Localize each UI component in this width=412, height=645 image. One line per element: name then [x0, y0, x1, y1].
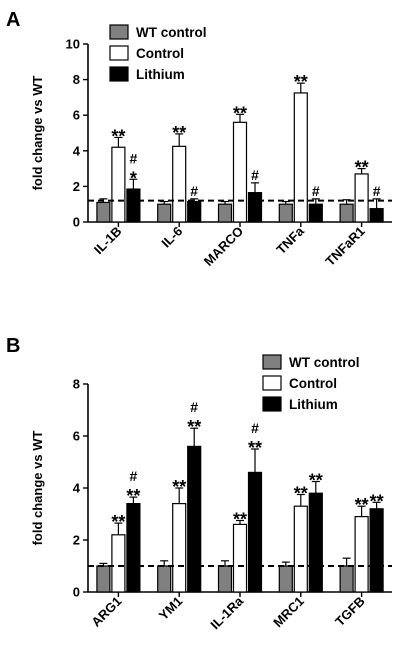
panel-a: A 0 2 4 6 8 10 fold change vs WT IL-1B IL-6 MARCO T… [6, 9, 392, 269]
legend-label: Control [289, 376, 337, 391]
bar [293, 92, 308, 223]
significance-hash: # [190, 399, 198, 415]
bar [217, 565, 233, 593]
significance-stars: ** [309, 471, 323, 491]
significance-stars: ** [355, 495, 369, 515]
bar [339, 203, 354, 223]
significance-hash: # [373, 183, 381, 199]
legend-swatch [109, 24, 129, 40]
bar [126, 503, 141, 593]
significance-stars: ** [294, 72, 308, 92]
significance-stars: ** [111, 126, 125, 146]
y-tick-label: 0 [73, 215, 80, 230]
bar [217, 203, 233, 223]
legend-swatch [262, 396, 282, 412]
significance-stars: ** [370, 491, 384, 511]
legend-label: WT control [136, 25, 207, 40]
significance-stars: ** [294, 484, 308, 504]
bar [293, 505, 308, 593]
significance-stars: ** [355, 158, 369, 178]
legend-label: Lithium [289, 397, 338, 412]
significance-stars: ** [233, 510, 247, 530]
bar [111, 534, 126, 593]
significance-hash: # [190, 183, 198, 199]
significance-stars: ** [233, 103, 247, 123]
bar [369, 508, 384, 593]
legend-label: Lithium [136, 67, 185, 82]
significance-stars: ** [187, 417, 201, 437]
bar [172, 503, 187, 593]
legend-swatch [109, 45, 129, 61]
legend-swatch [109, 66, 129, 82]
significance-stars: * [130, 168, 137, 188]
bar [354, 515, 369, 593]
significance-hash: # [312, 183, 320, 199]
bar [157, 565, 172, 593]
bar [308, 492, 323, 593]
y-tick-label: 4 [73, 481, 81, 496]
bar [278, 203, 293, 223]
significance-stars: ** [248, 438, 262, 458]
bar [96, 565, 111, 593]
y-tick-label: 8 [73, 72, 80, 87]
panel-b: B 0 2 4 6 8 fold change vs WT ARG1 YM1 IL-1Ra MRC1… [6, 335, 392, 632]
x-tick-label: MRC1 [270, 594, 307, 631]
bar [157, 203, 172, 223]
y-tick-label: 6 [73, 429, 80, 444]
significance-hash: # [130, 468, 138, 484]
bar [232, 121, 248, 223]
x-tick-label: TGFB [332, 594, 368, 630]
bar [354, 173, 369, 223]
significance-hash: # [251, 420, 259, 436]
x-tick-label: YM1 [156, 594, 186, 624]
bar [126, 188, 141, 223]
bar [232, 523, 248, 593]
x-tick-label: ARG1 [88, 594, 124, 630]
bar [187, 445, 202, 593]
bar [369, 208, 384, 223]
legend-swatch [262, 375, 282, 391]
y-axis-title: fold change vs WT [30, 431, 45, 546]
y-tick-label: 4 [73, 143, 81, 158]
panel-label: A [6, 9, 20, 31]
x-tick-label: IL-1B [91, 224, 125, 258]
significance-hash: # [130, 150, 138, 166]
bar [96, 201, 111, 223]
legend-swatch [262, 354, 282, 370]
legend-label: WT control [289, 355, 360, 370]
x-tick-label: TNFaR1 [322, 224, 367, 269]
significance-stars: ** [126, 486, 140, 506]
panel-label: B [6, 335, 20, 357]
bar [339, 565, 354, 593]
significance-hash: # [251, 167, 259, 183]
significance-stars: ** [111, 512, 125, 532]
x-tick-label: IL-1Ra [207, 593, 246, 632]
y-tick-label: 8 [73, 377, 80, 392]
legend-label: Control [136, 46, 184, 61]
x-tick-label: TNFa [273, 223, 307, 257]
x-tick-label: IL-6 [158, 224, 185, 251]
y-axis-title: fold change vs WT [30, 76, 45, 191]
bar [111, 146, 126, 223]
y-tick-label: 2 [73, 533, 80, 548]
significance-stars: ** [172, 123, 186, 143]
bar [172, 145, 187, 223]
bar [187, 200, 202, 223]
y-tick-label: 2 [73, 179, 80, 194]
bar [247, 471, 263, 593]
x-tick-label: MARCO [201, 224, 246, 269]
significance-stars: ** [172, 477, 186, 497]
y-tick-label: 0 [73, 585, 80, 600]
bar [278, 565, 293, 593]
bar [247, 192, 263, 223]
bar [308, 203, 323, 223]
y-tick-label: 6 [73, 108, 80, 123]
y-tick-label: 10 [66, 37, 80, 52]
